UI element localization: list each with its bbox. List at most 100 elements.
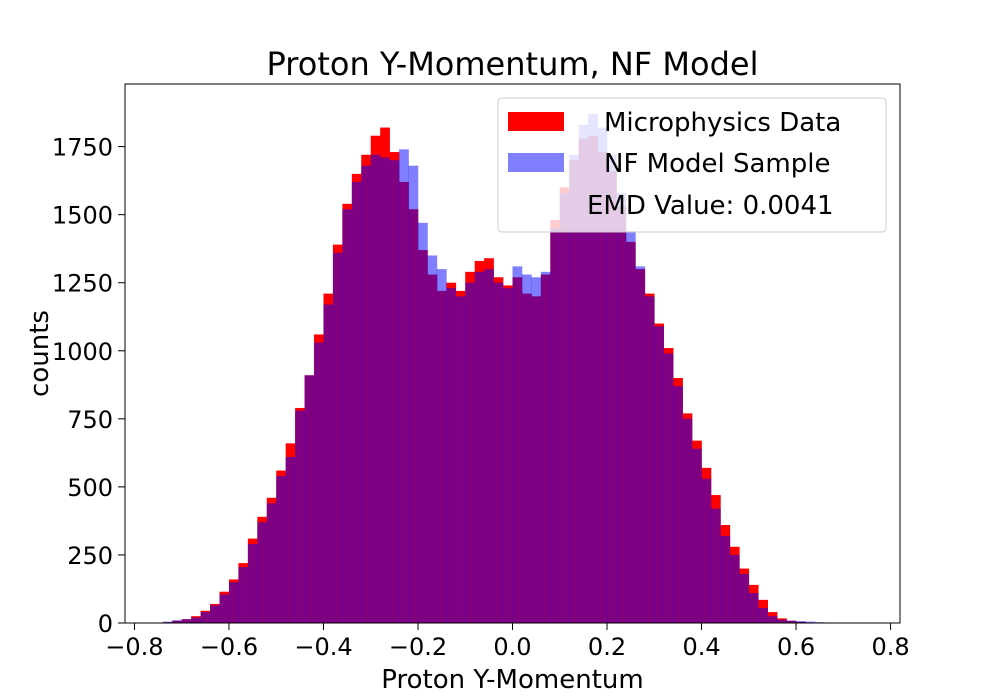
nf-model-sample-bar	[777, 619, 787, 623]
y-axis-ticks: 0 250 500 750 1000 1250 1500 1750	[52, 134, 125, 638]
nf-model-sample-bar	[219, 594, 230, 623]
nf-model-sample-bar	[162, 621, 173, 623]
nf-model-sample-bar	[172, 620, 183, 623]
nf-model-sample-bar	[361, 165, 372, 623]
x-tick-label: 0.4	[682, 633, 720, 661]
nf-model-sample-bar	[474, 271, 485, 623]
nf-model-sample-bar	[351, 182, 362, 623]
nf-model-sample-bar	[332, 252, 343, 623]
nf-model-sample-bar	[654, 326, 665, 623]
nf-model-sample-bar	[748, 593, 759, 623]
y-tick-label: 250	[67, 542, 113, 570]
nf-model-sample-bar	[399, 149, 409, 624]
nf-model-sample-bar	[417, 222, 428, 624]
legend-label-microphysics-data: Microphysics Data	[604, 108, 841, 138]
nf-model-sample-bar	[692, 448, 702, 623]
nf-model-sample-bar	[673, 386, 683, 623]
y-tick-label: 1750	[52, 134, 113, 162]
nf-model-sample-bar	[181, 619, 192, 623]
nf-model-sample-bar	[512, 266, 523, 623]
nf-model-sample-bar	[786, 620, 797, 623]
legend-emd-annotation: EMD Value: 0.0041	[587, 191, 834, 221]
nf-model-sample-bar	[436, 269, 447, 623]
nf-model-sample-bar	[191, 617, 201, 623]
y-tick-label: 1500	[52, 202, 113, 230]
nf-model-sample-bar	[200, 612, 211, 623]
nf-model-sample-bar	[323, 304, 334, 623]
x-tick-label: −0.8	[105, 633, 163, 661]
nf-model-sample-bar	[644, 296, 655, 623]
nf-model-sample-bar	[493, 282, 504, 623]
nf-model-sample-bar	[796, 621, 806, 623]
nf-model-sample-bar	[805, 621, 816, 623]
chart-title: Proton Y-Momentum, NF Model	[267, 45, 759, 83]
nf-model-sample-bar	[257, 522, 268, 623]
nf-model-sample-bar	[314, 342, 324, 623]
nf-model-sample-bar	[607, 154, 617, 623]
nf-model-sample-bar	[427, 255, 438, 623]
x-axis-ticks: −0.8 −0.6 −0.4 −0.2 0.0 0.2 0.4 0.6 0.8	[105, 623, 910, 661]
nf-model-sample-bar	[210, 605, 220, 623]
nf-model-sample-bar	[616, 192, 627, 623]
x-tick-label: −0.6	[200, 633, 258, 661]
nf-model-sample-bar	[588, 113, 598, 623]
nf-model-sample-bar	[408, 165, 419, 623]
nf-model-sample-bar	[625, 231, 636, 623]
y-tick-label: 1250	[52, 270, 113, 298]
nf-model-sample-bar	[304, 375, 315, 623]
nf-model-sample-bar	[550, 228, 561, 623]
nf-model-sample-bar	[559, 192, 570, 623]
y-tick-label: 750	[67, 406, 113, 434]
nf-model-sample-bar	[228, 582, 239, 623]
nf-model-sample-bar	[767, 616, 778, 623]
nf-model-sample-bar	[455, 296, 466, 623]
legend-swatch-nf-model-sample	[508, 153, 564, 172]
legend: Microphysics Data NF Model Sample EMD Va…	[497, 97, 887, 233]
legend-box	[497, 97, 887, 233]
nf-model-sample-bar	[285, 456, 296, 623]
nf-model-sample-bar	[380, 157, 390, 623]
x-tick-label: 0.6	[777, 633, 815, 661]
nf-model-sample-bar	[266, 503, 277, 623]
nf-model-sample-bar	[663, 353, 674, 623]
x-tick-label: −0.4	[294, 633, 352, 661]
nf-model-sample-bar	[465, 282, 475, 623]
nf-model-sample-bar	[389, 160, 400, 623]
nf-model-sample-bar	[521, 274, 532, 623]
y-tick-label: 500	[67, 474, 113, 502]
x-tick-label: 0.0	[493, 633, 531, 661]
y-axis-label: counts	[25, 310, 55, 397]
x-axis-label: Proton Y-Momentum	[381, 665, 643, 695]
nf-model-sample-bar	[276, 476, 286, 623]
y-tick-label: 0	[98, 610, 113, 638]
x-tick-label: 0.8	[871, 633, 909, 661]
legend-label-nf-model-sample: NF Model Sample	[604, 149, 830, 179]
x-tick-label: −0.2	[389, 633, 447, 661]
nf-model-sample-bar	[720, 535, 731, 623]
legend-swatch-microphysics-data	[508, 112, 564, 131]
nf-model-sample-bar	[446, 288, 457, 623]
nf-model-sample-bar	[370, 154, 381, 623]
nf-model-sample-bar	[739, 574, 750, 623]
nf-model-sample-bar	[484, 269, 494, 623]
nf-model-sample-bar	[531, 277, 542, 623]
nf-model-sample-bar	[540, 271, 551, 623]
nf-model-sample-bar	[569, 154, 579, 623]
series-nf-model-sample-bars	[162, 113, 844, 624]
nf-model-sample-bar	[635, 266, 646, 623]
x-tick-label: 0.2	[588, 633, 626, 661]
nf-model-sample-bar	[701, 478, 712, 623]
nf-model-sample-bar	[758, 608, 768, 623]
nf-model-sample-bar	[238, 567, 249, 623]
nf-model-sample-bar	[710, 508, 721, 623]
nf-model-sample-bar	[578, 124, 589, 623]
nf-model-sample-bar	[729, 554, 740, 623]
y-tick-label: 1000	[52, 338, 113, 366]
nf-model-sample-bar	[597, 127, 608, 624]
nf-model-sample-bar	[503, 288, 513, 623]
nf-model-sample-bar	[247, 544, 258, 623]
nf-model-sample-bar	[295, 410, 305, 623]
nf-model-sample-bar	[342, 209, 353, 623]
nf-model-sample-bar	[682, 418, 693, 623]
